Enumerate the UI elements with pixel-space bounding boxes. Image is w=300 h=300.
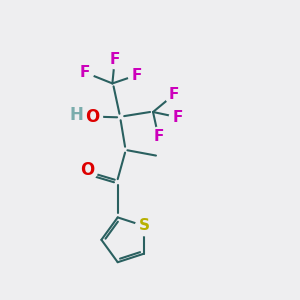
Text: H: H xyxy=(70,106,83,124)
Text: O: O xyxy=(85,108,99,126)
Text: F: F xyxy=(79,65,90,80)
Text: O: O xyxy=(80,161,94,179)
Text: S: S xyxy=(139,218,149,233)
Text: F: F xyxy=(153,129,164,144)
Text: F: F xyxy=(173,110,183,125)
Text: F: F xyxy=(169,87,179,102)
Text: F: F xyxy=(110,52,120,67)
Text: F: F xyxy=(131,68,142,83)
